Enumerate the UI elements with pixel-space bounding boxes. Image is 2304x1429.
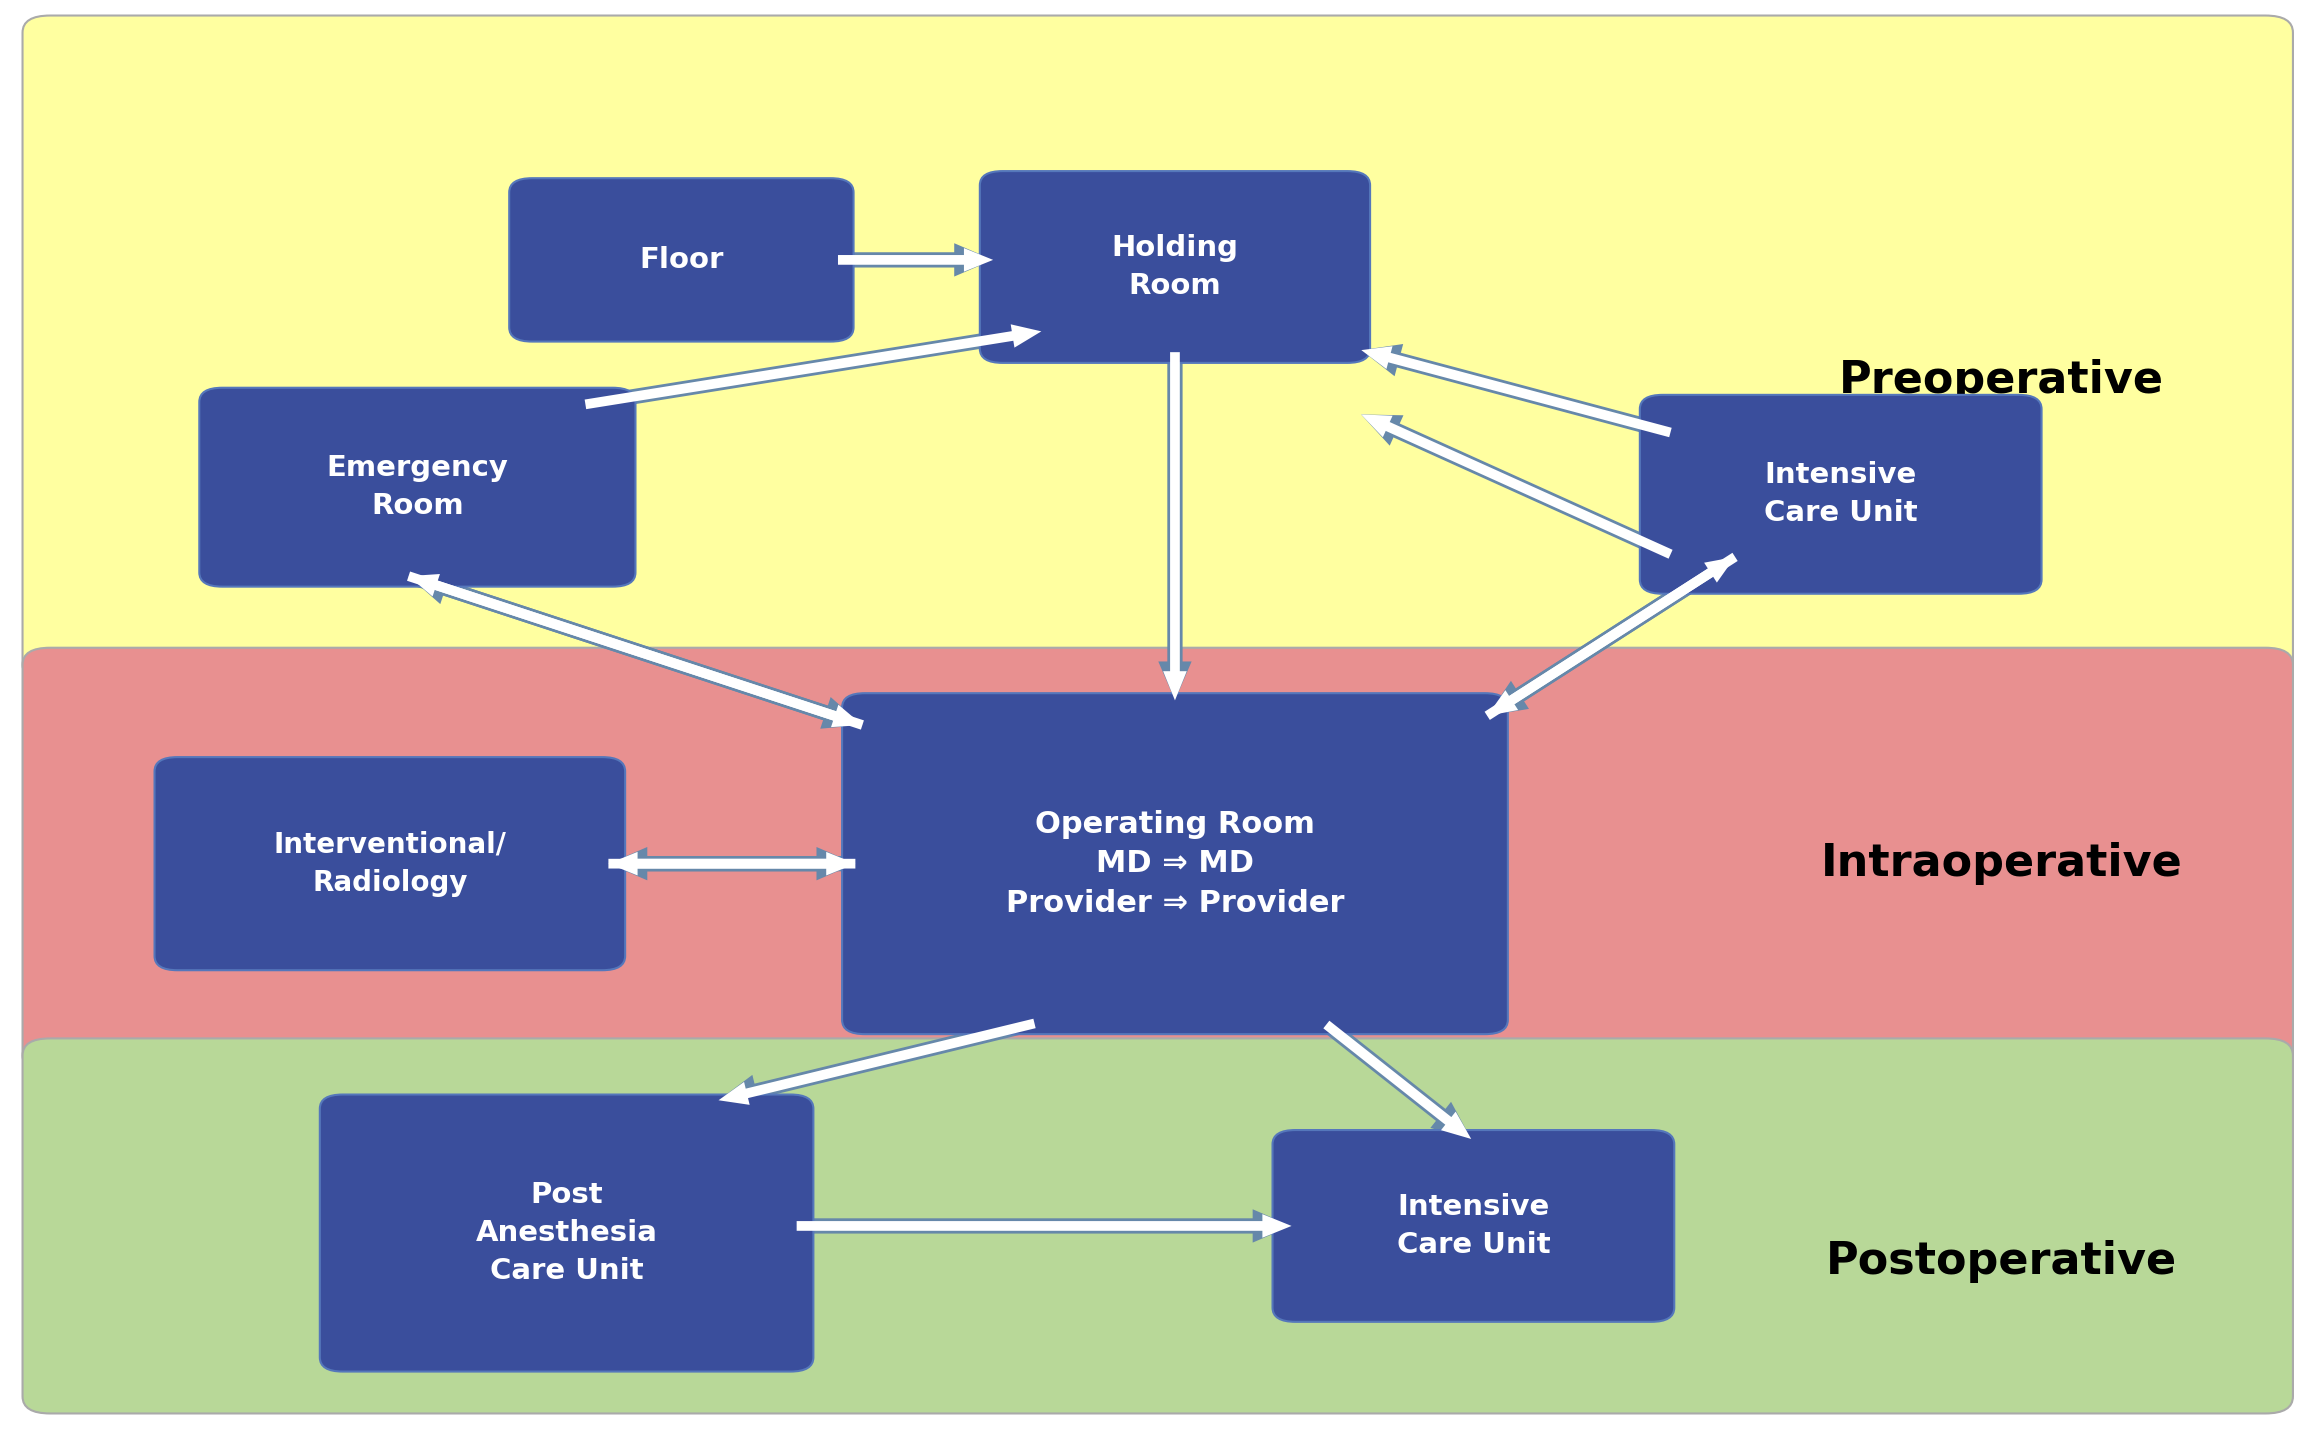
- FancyArrowPatch shape: [1484, 557, 1735, 720]
- Text: Holding
Room: Holding Room: [1111, 234, 1240, 300]
- Text: Preoperative: Preoperative: [1839, 359, 2163, 402]
- FancyBboxPatch shape: [23, 1039, 2292, 1413]
- Text: Post
Anesthesia
Care Unit: Post Anesthesia Care Unit: [475, 1182, 657, 1285]
- FancyArrowPatch shape: [839, 249, 993, 272]
- FancyArrowPatch shape: [408, 572, 862, 727]
- FancyArrowPatch shape: [585, 322, 1041, 412]
- FancyArrowPatch shape: [608, 847, 855, 880]
- FancyArrowPatch shape: [1362, 344, 1673, 440]
- FancyArrowPatch shape: [797, 1209, 1293, 1243]
- FancyBboxPatch shape: [200, 387, 636, 587]
- FancyArrowPatch shape: [719, 1016, 1037, 1107]
- Text: Operating Room
MD ⇒ MD
Provider ⇒ Provider: Operating Room MD ⇒ MD Provider ⇒ Provid…: [1007, 810, 1343, 917]
- FancyBboxPatch shape: [509, 179, 852, 342]
- FancyBboxPatch shape: [1640, 394, 2041, 593]
- Text: Intensive
Care Unit: Intensive Care Unit: [1396, 1193, 1551, 1259]
- Text: Intensive
Care Unit: Intensive Care Unit: [1765, 462, 1917, 527]
- FancyBboxPatch shape: [979, 171, 1371, 363]
- FancyBboxPatch shape: [154, 757, 624, 970]
- FancyArrowPatch shape: [585, 324, 1041, 409]
- FancyArrowPatch shape: [406, 569, 862, 729]
- FancyArrowPatch shape: [719, 1019, 1037, 1105]
- FancyBboxPatch shape: [23, 647, 2292, 1073]
- FancyArrowPatch shape: [1486, 553, 1737, 716]
- FancyArrowPatch shape: [608, 847, 855, 880]
- FancyArrowPatch shape: [1159, 352, 1191, 700]
- FancyBboxPatch shape: [23, 16, 2292, 682]
- FancyArrowPatch shape: [1322, 1019, 1472, 1139]
- FancyArrowPatch shape: [608, 852, 855, 876]
- FancyArrowPatch shape: [408, 573, 864, 732]
- Text: Intraoperative: Intraoperative: [1820, 842, 2182, 885]
- FancyBboxPatch shape: [1272, 1130, 1675, 1322]
- FancyArrowPatch shape: [1362, 414, 1673, 559]
- FancyArrowPatch shape: [1322, 1020, 1472, 1139]
- FancyArrowPatch shape: [797, 1215, 1293, 1238]
- Text: Emergency
Room: Emergency Room: [327, 454, 509, 520]
- FancyArrowPatch shape: [608, 852, 855, 876]
- Text: Floor: Floor: [638, 246, 723, 274]
- FancyArrowPatch shape: [1164, 352, 1187, 700]
- FancyArrowPatch shape: [408, 574, 864, 730]
- FancyArrowPatch shape: [1484, 557, 1735, 722]
- FancyArrowPatch shape: [1362, 414, 1673, 562]
- Text: Interventional/
Radiology: Interventional/ Radiology: [274, 830, 507, 896]
- FancyArrowPatch shape: [1486, 550, 1740, 716]
- FancyArrowPatch shape: [839, 243, 993, 277]
- FancyArrowPatch shape: [1362, 346, 1673, 437]
- FancyBboxPatch shape: [841, 693, 1507, 1035]
- Text: Postoperative: Postoperative: [1825, 1240, 2177, 1283]
- FancyBboxPatch shape: [320, 1095, 813, 1372]
